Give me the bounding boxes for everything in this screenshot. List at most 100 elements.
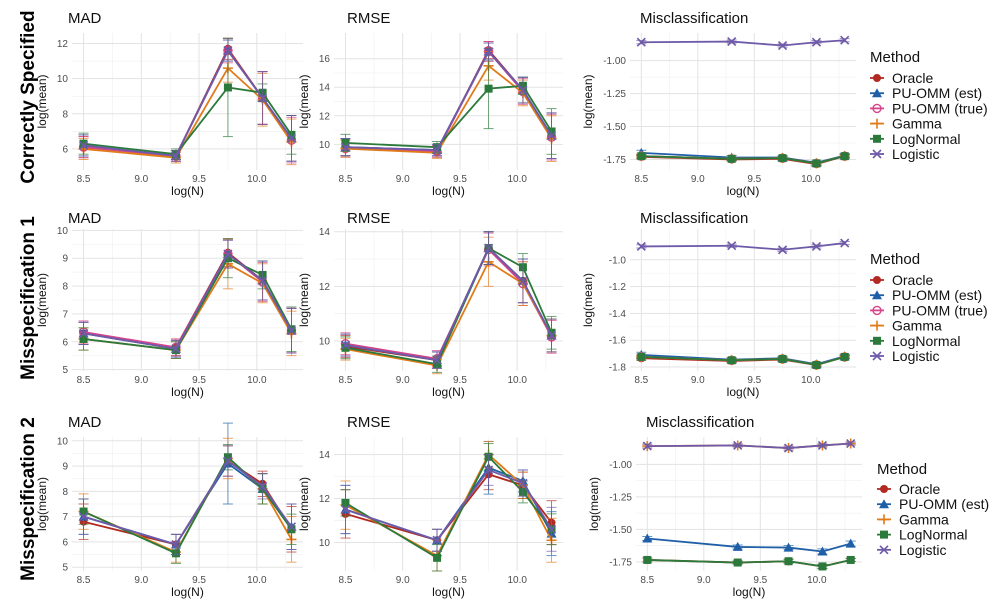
data-point	[286, 326, 297, 336]
panel-misclassification-3: 8.5 9.0 9.5 10.0 -1.75 -1.50 -1.25 -1.00 Misclas…	[587, 414, 862, 599]
legend-key-pu-omm-true	[872, 103, 882, 114]
y-tick-label: -1.0	[609, 255, 627, 266]
data-point	[432, 145, 442, 155]
data-point	[258, 93, 268, 103]
legend-title: Method	[870, 49, 920, 66]
series-logistic	[78, 445, 297, 556]
x-tick-label: 8.5	[77, 575, 91, 586]
row-labels: Correctly Specified Misspecification 1 M…	[18, 10, 39, 580]
legend-label: Logistic	[899, 542, 946, 558]
data-point	[727, 36, 737, 47]
legend-item-gamma: Gamma	[877, 511, 949, 527]
data-point	[727, 154, 736, 163]
y-tick-label: 9	[62, 254, 68, 265]
legend-key-oracle	[880, 485, 888, 493]
data-point	[546, 330, 557, 341]
x-axis-label: log(N)	[727, 385, 760, 399]
data-point	[817, 440, 828, 451]
legend-key-lognormal	[873, 336, 881, 345]
y-tick-label: -1.50	[603, 122, 626, 133]
y-axis-label: log(mean)	[581, 74, 595, 128]
x-axis-label: log(N)	[733, 585, 766, 599]
legend-label: LogNormal	[899, 527, 967, 543]
data-point	[78, 512, 89, 522]
data-point	[484, 46, 494, 57]
y-tick-label: -1.50	[609, 525, 632, 536]
data-point	[817, 546, 828, 556]
legend-key-gamma	[872, 320, 882, 331]
y-tick-label: 6	[62, 537, 68, 548]
series-logistic	[642, 438, 856, 453]
x-tick-label: 9.5	[192, 375, 206, 386]
legend-key-pu-omm-est	[872, 290, 882, 300]
data-point	[840, 35, 850, 45]
series-logistic	[78, 239, 297, 358]
data-point	[733, 558, 742, 567]
y-tick-label: -1.75	[609, 557, 632, 568]
x-axis-label: log(N)	[171, 184, 204, 198]
data-point	[784, 557, 793, 566]
panel-title: Misclassification	[640, 10, 748, 27]
panel-title: RMSE	[347, 10, 390, 27]
x-tick-label: 9.0	[134, 575, 148, 586]
x-tick-label: 8.5	[338, 575, 352, 586]
y-tick-label: -1.8	[609, 362, 627, 373]
data-point	[636, 37, 646, 47]
y-tick-label: 16	[319, 54, 331, 65]
data-point	[518, 85, 528, 95]
x-tick-label: 8.5	[634, 174, 648, 185]
data-point	[78, 140, 89, 150]
legend-item-lognormal: LogNormal	[877, 527, 967, 543]
legend-item-pu-omm-est: PU-OMM (est)	[877, 496, 989, 512]
y-tick-label: 5	[62, 365, 68, 376]
series-lognormal	[642, 555, 856, 571]
series-logistic	[636, 238, 850, 255]
data-point	[733, 440, 743, 451]
y-tick-label: 8	[62, 109, 68, 120]
y-tick-label: 10	[319, 538, 331, 549]
data-point	[484, 243, 494, 253]
x-tick-label: 9.0	[697, 575, 711, 586]
data-point	[845, 538, 856, 548]
data-point	[223, 249, 233, 259]
y-tick-label: 7	[62, 309, 68, 320]
data-point	[286, 133, 297, 143]
data-point	[846, 438, 856, 449]
data-point	[546, 131, 557, 141]
legend-label: Gamma	[899, 511, 949, 527]
x-tick-label: 10.0	[507, 375, 527, 386]
legend-label: PU-OMM (est)	[892, 287, 982, 303]
data-point	[778, 154, 787, 163]
x-tick-label: 9.0	[134, 375, 148, 386]
legend-item-logistic: Logistic	[877, 542, 946, 558]
series-logistic	[78, 39, 297, 162]
data-point	[783, 542, 794, 552]
y-tick-label: 10	[319, 140, 331, 151]
legend-item-pu-omm-true: PU-OMM (true)	[870, 302, 988, 318]
panel-rmse-1: 8.5 9.0 9.5 10.0 10 12 14 16 RMSE log(N) log(mean)	[297, 10, 563, 198]
legend-item-oracle: Oracle	[870, 70, 933, 86]
gridlines	[630, 33, 856, 170]
y-tick-label: 7	[62, 512, 68, 523]
panel-title: MAD	[68, 210, 102, 227]
data-point	[777, 245, 788, 255]
legend-item-gamma: Gamma	[870, 318, 942, 334]
y-tick-label: 9	[62, 462, 68, 473]
panel-title: Misclassification	[640, 210, 748, 227]
data-point	[546, 524, 557, 534]
legend-label: Oracle	[899, 481, 940, 497]
legend-item-pu-omm-true: PU-OMM (true)	[870, 100, 988, 116]
legend-label: Gamma	[892, 116, 942, 132]
data-point	[223, 45, 233, 56]
panel-rmse-2: 8.5 9.0 9.5 10.0 10 12 14 RMSE log(N) log(mean)	[297, 210, 563, 399]
y-tick-label: -1.25	[603, 89, 626, 100]
legend-key-lognormal	[873, 134, 881, 143]
y-axis-label: log(mean)	[581, 273, 595, 327]
data-point	[840, 352, 849, 361]
data-point	[812, 360, 821, 369]
x-tick-label: 9.5	[192, 575, 206, 586]
data-point	[812, 159, 821, 168]
x-tick-label: 9.5	[753, 575, 767, 586]
